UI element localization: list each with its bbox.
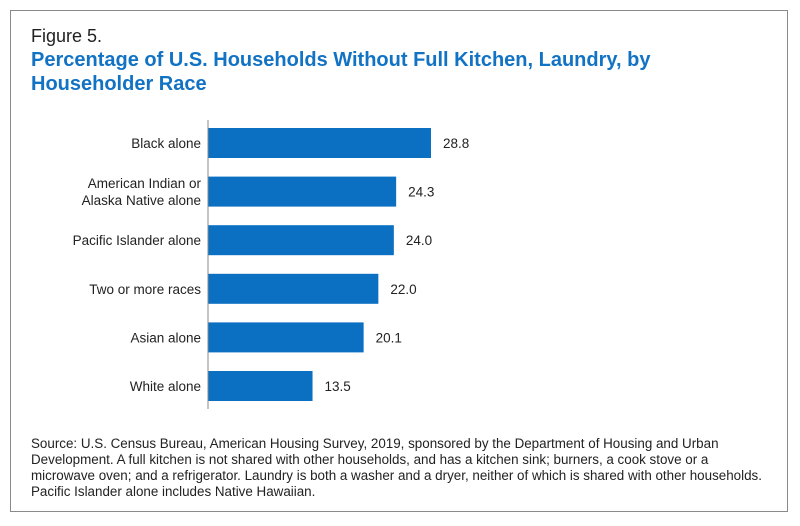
- category-label: Black alone: [131, 136, 201, 151]
- category-label: Asian alone: [130, 330, 201, 345]
- category-label: Two or more races: [89, 282, 201, 297]
- data-label: 20.1: [376, 330, 402, 345]
- figure-frame: [10, 10, 788, 512]
- bar: [208, 371, 313, 401]
- category-label: American Indian or Alaska Native alone: [82, 176, 202, 208]
- source-note: Source: U.S. Census Bureau, American Hou…: [31, 436, 762, 499]
- bar: [208, 128, 431, 158]
- figure-label: Figure 5.: [31, 26, 103, 46]
- data-label: 24.0: [406, 233, 432, 248]
- category-label: Pacific Islander alone: [73, 233, 201, 248]
- bar: [208, 225, 394, 256]
- data-label: 24.3: [408, 185, 434, 200]
- data-label: 22.0: [390, 282, 416, 297]
- data-label: 13.5: [325, 379, 351, 394]
- chart-title: Percentage of U.S. Households Without Fu…: [31, 49, 651, 95]
- bar: [208, 273, 379, 304]
- bar: [208, 322, 364, 353]
- data-label: 28.8: [443, 136, 469, 151]
- category-label: White alone: [130, 379, 201, 394]
- bar: [208, 176, 397, 207]
